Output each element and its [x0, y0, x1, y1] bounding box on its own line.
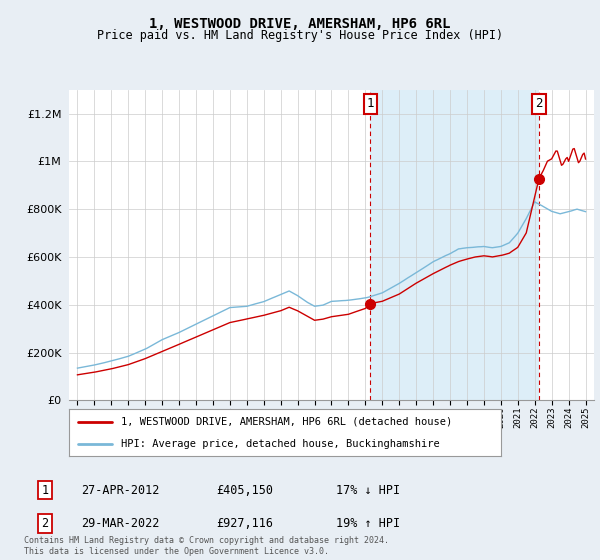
Text: £927,116: £927,116: [216, 517, 273, 530]
Text: Price paid vs. HM Land Registry's House Price Index (HPI): Price paid vs. HM Land Registry's House …: [97, 29, 503, 42]
Text: 1: 1: [41, 483, 49, 497]
Text: 2: 2: [535, 97, 543, 110]
Bar: [370, 90, 539, 400]
Text: 19% ↑ HPI: 19% ↑ HPI: [336, 517, 400, 530]
Text: 1: 1: [367, 97, 374, 110]
Text: 29-MAR-2022: 29-MAR-2022: [81, 517, 160, 530]
Text: £405,150: £405,150: [216, 483, 273, 497]
Text: Contains HM Land Registry data © Crown copyright and database right 2024.
This d: Contains HM Land Registry data © Crown c…: [24, 536, 389, 556]
Text: HPI: Average price, detached house, Buckinghamshire: HPI: Average price, detached house, Buck…: [121, 438, 440, 449]
Text: 1, WESTWOOD DRIVE, AMERSHAM, HP6 6RL (detached house): 1, WESTWOOD DRIVE, AMERSHAM, HP6 6RL (de…: [121, 417, 452, 427]
Text: 17% ↓ HPI: 17% ↓ HPI: [336, 483, 400, 497]
Text: 2: 2: [41, 517, 49, 530]
Text: 1, WESTWOOD DRIVE, AMERSHAM, HP6 6RL: 1, WESTWOOD DRIVE, AMERSHAM, HP6 6RL: [149, 17, 451, 31]
Text: 27-APR-2012: 27-APR-2012: [81, 483, 160, 497]
